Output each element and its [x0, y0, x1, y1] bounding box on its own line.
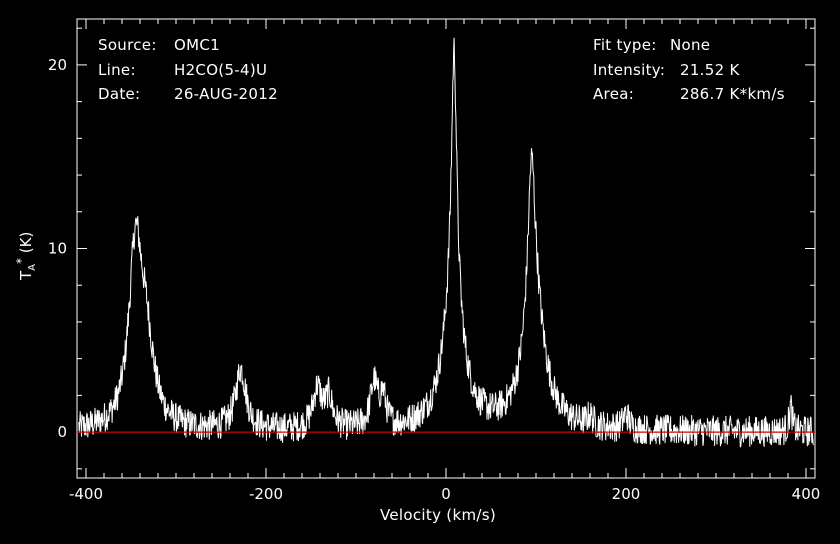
date-label: Date:: [98, 85, 141, 103]
fit-type-label: Fit type:: [593, 36, 657, 54]
y-tick-label: 20: [48, 56, 67, 74]
line-label: Line:: [98, 61, 136, 79]
x-tick-label: 200: [612, 485, 641, 503]
x-axis-title: Velocity (km/s): [380, 506, 496, 524]
y-axis-title: TA* (K): [14, 231, 38, 280]
date-value: 26-AUG-2012: [174, 85, 278, 103]
intensity-value: 21.52 K: [680, 61, 740, 79]
area-value: 286.7 K*km/s: [680, 85, 785, 103]
y-tick-label: 10: [48, 240, 67, 258]
fit-type-value: None: [670, 36, 711, 54]
x-tick-label: 400: [792, 485, 821, 503]
area-label: Area:: [593, 85, 635, 103]
x-tick-label: -200: [249, 485, 283, 503]
source-label: Source:: [98, 36, 157, 54]
source-value: OMC1: [174, 36, 220, 54]
y-tick-label: 0: [57, 423, 67, 441]
x-tick-label: -400: [69, 485, 103, 503]
intensity-label: Intensity:: [593, 61, 666, 79]
line-value: H2CO(5-4)U: [174, 61, 268, 79]
x-tick-label: 0: [441, 485, 451, 503]
spectrum-line: [78, 37, 814, 448]
